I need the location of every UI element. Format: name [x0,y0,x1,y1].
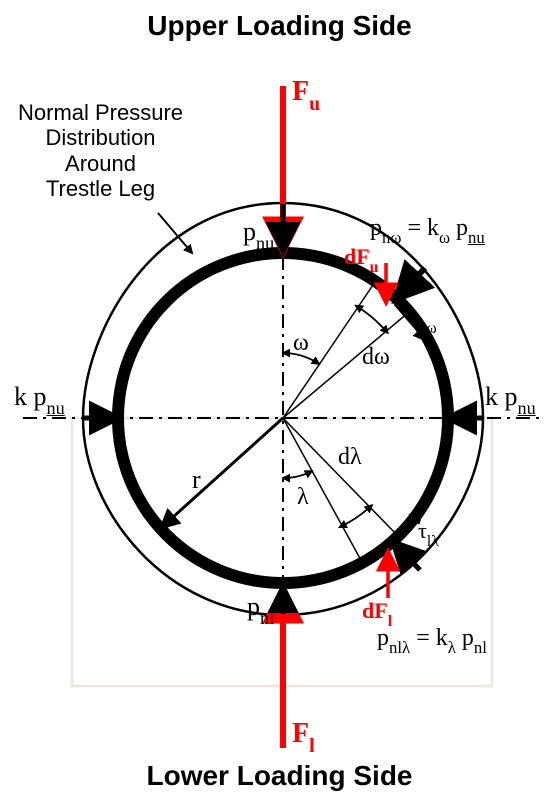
pnw-rhs: p [450,215,468,241]
tau-u-sub: uω [419,320,437,337]
pnll-lhs-sub: nlλ [389,638,410,657]
kpnu-right-sub: nu [518,398,536,418]
pnll-eq-label: pnlλ = kλ pnl [377,625,487,656]
Fl-sub: l [309,736,314,757]
dFl-text: dF [362,598,388,623]
Fu-text: F [292,76,309,107]
Fl-text: F [292,718,309,749]
tau-l-text: τ [418,518,427,543]
Fu-sub: u [309,94,320,115]
dFl-label: dFl [362,598,392,628]
pnu-sub: nu [256,233,274,253]
pnw-rhs-sub: nu [468,228,485,247]
dlambda-arc [342,507,370,526]
r-label: r [192,465,201,495]
dlambda-label: dλ [338,444,362,471]
tau-u-text: τ [410,305,419,330]
title-lower: Lower Loading Side [0,760,559,792]
omega-label: ω [293,330,309,357]
dFu-label: dFu [344,244,378,274]
kpnu-left-label: k pnu [14,382,65,416]
pnw-eq: = k [401,215,439,241]
lambda-arc [283,471,312,478]
tau-l-sub: lλ [427,533,439,550]
pnl-label: pnl [247,592,274,626]
lambda-label: λ [297,484,309,511]
domega-label: dω [362,344,390,371]
pnll-eq: = k [410,625,448,651]
kpnu-right-label: k pnu [485,382,536,416]
title-upper: Upper Loading Side [0,10,559,42]
pnll-eq-sub: λ [448,638,456,657]
callout-l4: Trestle Leg [18,176,183,201]
pnu-text: p [243,217,256,246]
diagram-stage: { "titles": { "upper": "Upper Loading Si… [0,0,559,800]
kpnu-left-text: k p [14,382,47,411]
tau-uw-label: τuω [410,305,437,335]
lambda-ray-2 [283,418,398,536]
pnw-lhs-sub: nω [382,228,401,247]
tau-ll-label: τlλ [418,518,439,548]
Fu-label: Fu [292,76,320,113]
pnw-eq-sub: ω [439,228,450,247]
pnw-arrow [397,268,425,298]
pnw-eq-label: pnω = kω pnu [370,215,485,246]
pnll-rhs-sub: nl [474,638,487,657]
pnll-lhs: p [377,625,389,651]
pnw-lhs: p [370,215,382,241]
lambda-ray-1 [283,418,362,562]
pnll-arrow [394,543,420,570]
title-lower-text: Lower Loading Side [146,760,412,791]
r-arrow [162,418,283,527]
pnl-text: p [247,592,260,621]
pnu-label: pnu [243,217,274,251]
domega-arc [358,307,386,331]
callout-block: Normal Pressure Distribution Around Tres… [18,100,183,201]
title-upper-text: Upper Loading Side [147,10,411,41]
kpnu-left-sub: nu [47,398,65,418]
dFu-text: dF [344,244,370,269]
callout-l2: Distribution [18,125,183,150]
pnl-sub: nl [260,608,274,628]
callout-l1: Normal Pressure [18,100,183,125]
pnll-rhs: p [456,625,474,651]
dFu-sub: u [370,259,379,276]
omega-ray-2 [283,312,409,418]
Fl-label: Fl [292,718,315,755]
kpnu-right-text: k p [485,382,518,411]
callout-l3: Around [18,151,183,176]
